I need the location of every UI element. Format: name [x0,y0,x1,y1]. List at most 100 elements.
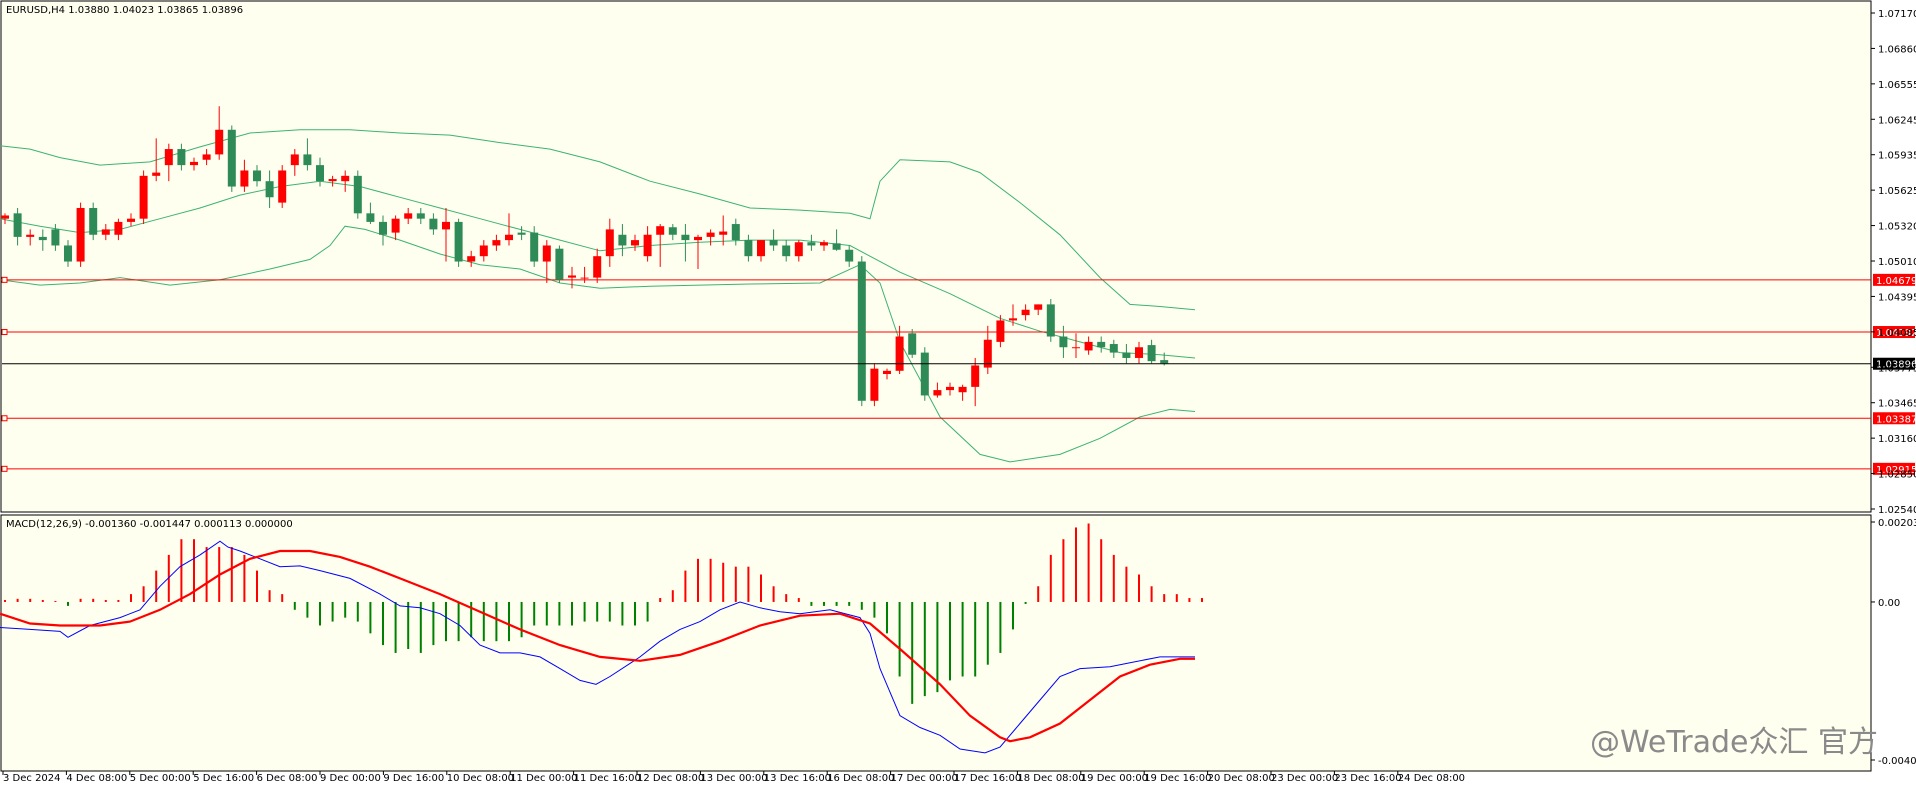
time-tick-label: 17 Dec 00:00 [891,773,958,784]
candle-body [1,215,9,219]
candle-body [76,207,85,262]
candle-body [253,170,261,182]
level-marker [1,276,8,283]
macd-tick-label: 0.002039 [1878,518,1916,529]
macd-lines [0,540,1195,754]
candle-body [391,218,400,233]
candle-body [505,234,513,241]
candle-body [1160,360,1169,364]
level-tag [1873,326,1915,339]
candle-body [857,261,866,401]
candle-body [341,175,350,182]
candle-body [38,236,47,241]
candle-body [190,161,198,166]
candle-body [719,231,728,235]
candle-body [366,213,375,222]
candle-body [177,149,186,166]
candle-body [202,154,211,160]
candle-body [442,221,450,230]
candle-body [152,172,161,176]
price-tick-label: 1.04085 [1878,328,1916,339]
candle-body [303,154,312,166]
candle-body [13,213,22,237]
macd-histogram [4,523,1203,704]
candle-body [631,240,639,246]
candle-body [580,277,589,279]
main-chart-header: EURUSD,H4 1.03880 1.04023 1.03865 1.0389… [6,5,243,16]
candle-body [1109,344,1118,353]
candle-body [694,236,702,241]
main-pane[interactable] [0,0,1872,513]
price-axis: 1.07170 1.06860 1.06555 1.06245 1.05935 1.056… [1871,9,1916,516]
time-tick-label: 24 Dec 08:00 [1398,773,1465,784]
horizontal-levels: 1.04679 1.04192 1.03387 1.02915 [1,273,1916,476]
price-tag [1873,357,1915,370]
candle-body [479,245,488,257]
time-tick-label: 10 Dec 08:00 [447,773,514,784]
time-tick-label: 13 Dec 00:00 [700,773,767,784]
time-tick-label: 9 Dec 16:00 [383,773,444,784]
time-tick-label: 6 Dec 08:00 [257,773,318,784]
candle-body [769,240,778,246]
candle-body [946,386,954,391]
candle-body [467,256,476,262]
candle-body [971,365,980,387]
macd-tick-label: 0.00 [1878,598,1900,609]
candle-body [845,249,854,262]
price-tick-label: 1.05935 [1878,151,1916,162]
macd-pane[interactable] [0,514,1872,772]
time-axis: 3 Dec 2024 4 Dec 08:00 5 Dec 00:00 5 Dec 16… [2,771,1465,784]
current-price-line: 1.03896 [2,357,1916,371]
time-tick-label: 11 Dec 16:00 [574,773,641,784]
candle-body [555,248,564,280]
candle-body [379,221,387,235]
candle-body [492,240,501,246]
candle-body [101,229,110,235]
level-tag-label: 1.03387 [1876,414,1916,425]
candle-body [139,175,148,219]
candle-body [870,368,879,401]
time-tick-label: 18 Dec 08:00 [1017,773,1084,784]
candle-body [1021,309,1030,316]
candle-body [820,242,828,246]
time-tick-label: 20 Dec 08:00 [1208,773,1275,784]
price-tick-label: 1.05320 [1878,222,1916,233]
candle-body [530,232,539,262]
candle-body [605,229,614,257]
candle-body [933,390,942,396]
watermark: @WeTrade众汇 官方 [1590,725,1878,760]
time-tick-label: 4 Dec 08:00 [66,773,127,784]
candle-body [215,129,224,155]
candle-body [1034,304,1043,310]
level-tag [1873,462,1915,475]
candle-body [1046,304,1055,337]
candle-body [794,242,803,257]
candle-body [416,213,425,219]
candle-body [429,218,438,230]
candle-body [1147,345,1156,362]
candle-body [454,221,463,262]
signal-line [0,549,1195,743]
candle-body [265,181,274,198]
time-tick-label: 11 Dec 00:00 [510,773,577,784]
price-tick-label: 1.03160 [1878,434,1916,445]
candle-body [908,333,917,355]
macd-header: MACD(12,26,9) -0.001360 -0.001447 0.0001… [6,519,293,530]
price-tick-label: 1.06860 [1878,44,1916,55]
time-tick-label: 16 Dec 08:00 [827,773,894,784]
candle-body [353,175,362,214]
price-tick-label: 1.06555 [1878,80,1916,91]
level-marker [1,415,8,422]
candle-body [114,221,123,235]
candle-body [278,170,287,203]
candles [1,106,1169,407]
candle-body [782,245,791,257]
price-tick-label: 1.05010 [1878,257,1916,268]
level-tag [1873,273,1915,286]
time-tick-label: 5 Dec 00:00 [130,773,191,784]
candle-body [883,370,891,375]
candle-body [290,154,299,166]
